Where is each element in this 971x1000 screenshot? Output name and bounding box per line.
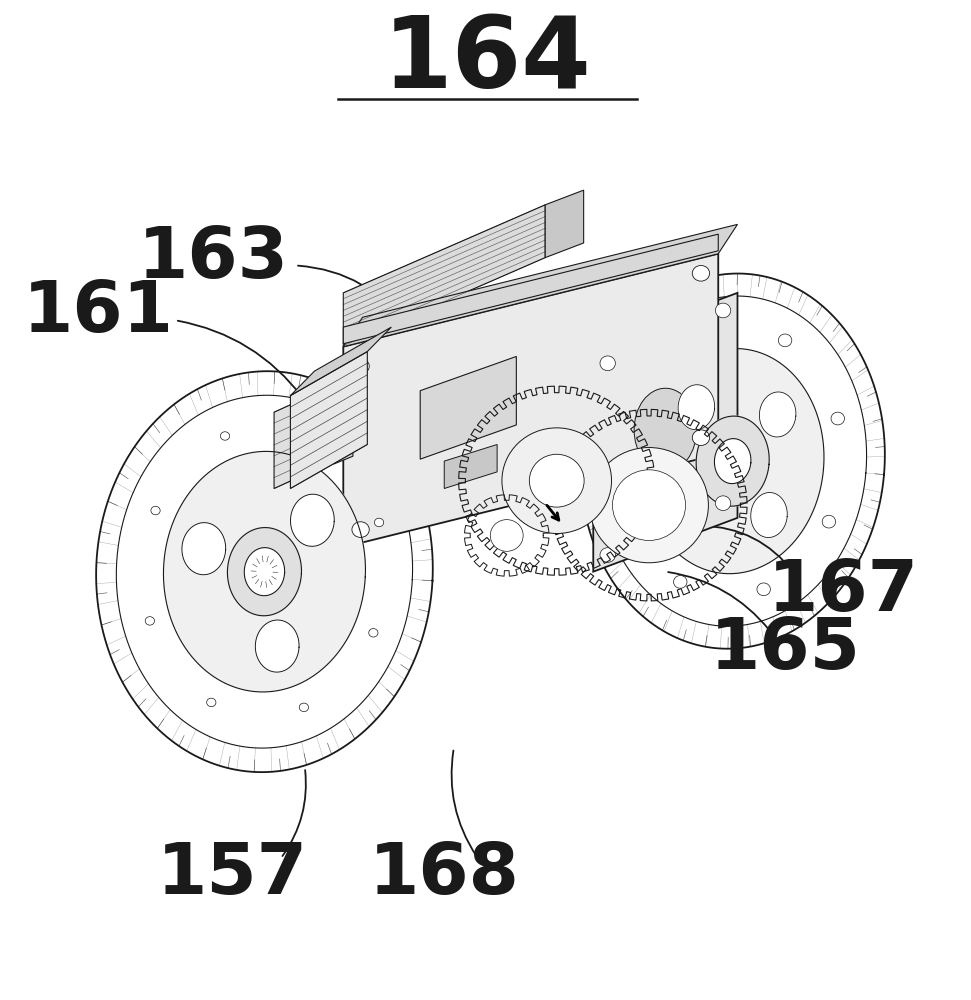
Polygon shape bbox=[445, 444, 497, 489]
Ellipse shape bbox=[146, 617, 154, 625]
Text: 157: 157 bbox=[157, 840, 308, 909]
Ellipse shape bbox=[589, 448, 709, 563]
Ellipse shape bbox=[299, 703, 309, 712]
Ellipse shape bbox=[716, 303, 731, 318]
Ellipse shape bbox=[220, 432, 230, 440]
Polygon shape bbox=[696, 416, 769, 506]
Ellipse shape bbox=[620, 497, 634, 510]
Text: 165: 165 bbox=[710, 615, 861, 684]
Ellipse shape bbox=[630, 394, 643, 407]
Polygon shape bbox=[420, 356, 517, 459]
Polygon shape bbox=[290, 494, 334, 546]
Polygon shape bbox=[290, 327, 391, 396]
Ellipse shape bbox=[695, 327, 709, 339]
Ellipse shape bbox=[490, 520, 523, 551]
Text: 161: 161 bbox=[22, 278, 174, 347]
Ellipse shape bbox=[600, 356, 616, 371]
Ellipse shape bbox=[692, 265, 710, 281]
Polygon shape bbox=[255, 620, 299, 672]
Polygon shape bbox=[182, 523, 225, 575]
Text: 168: 168 bbox=[369, 840, 519, 909]
Polygon shape bbox=[751, 493, 787, 538]
Polygon shape bbox=[593, 293, 738, 572]
Ellipse shape bbox=[600, 548, 616, 562]
Ellipse shape bbox=[674, 576, 687, 588]
Ellipse shape bbox=[716, 496, 731, 511]
Polygon shape bbox=[334, 393, 352, 464]
Ellipse shape bbox=[529, 454, 585, 507]
Polygon shape bbox=[642, 349, 824, 574]
Polygon shape bbox=[163, 451, 365, 692]
Ellipse shape bbox=[634, 388, 696, 471]
Ellipse shape bbox=[207, 698, 216, 707]
Text: 167: 167 bbox=[768, 557, 919, 626]
Ellipse shape bbox=[151, 506, 160, 515]
Text: 164: 164 bbox=[384, 12, 592, 109]
Ellipse shape bbox=[779, 334, 791, 347]
Polygon shape bbox=[227, 528, 301, 616]
Polygon shape bbox=[715, 439, 751, 484]
Polygon shape bbox=[344, 254, 719, 547]
Ellipse shape bbox=[375, 518, 384, 527]
Polygon shape bbox=[669, 485, 706, 530]
Ellipse shape bbox=[757, 583, 770, 596]
Ellipse shape bbox=[352, 358, 369, 374]
Polygon shape bbox=[344, 224, 738, 347]
Ellipse shape bbox=[352, 522, 369, 537]
Ellipse shape bbox=[692, 430, 710, 445]
Polygon shape bbox=[274, 383, 339, 489]
Text: 163: 163 bbox=[138, 224, 289, 293]
Polygon shape bbox=[245, 548, 285, 596]
Ellipse shape bbox=[369, 629, 378, 637]
Ellipse shape bbox=[613, 470, 686, 540]
Ellipse shape bbox=[502, 428, 612, 534]
Polygon shape bbox=[545, 190, 584, 258]
Polygon shape bbox=[759, 392, 796, 437]
Ellipse shape bbox=[831, 412, 845, 425]
Polygon shape bbox=[344, 234, 719, 344]
Ellipse shape bbox=[313, 437, 322, 445]
Polygon shape bbox=[290, 352, 367, 489]
Ellipse shape bbox=[822, 515, 836, 528]
Polygon shape bbox=[344, 205, 545, 346]
Polygon shape bbox=[678, 385, 715, 430]
